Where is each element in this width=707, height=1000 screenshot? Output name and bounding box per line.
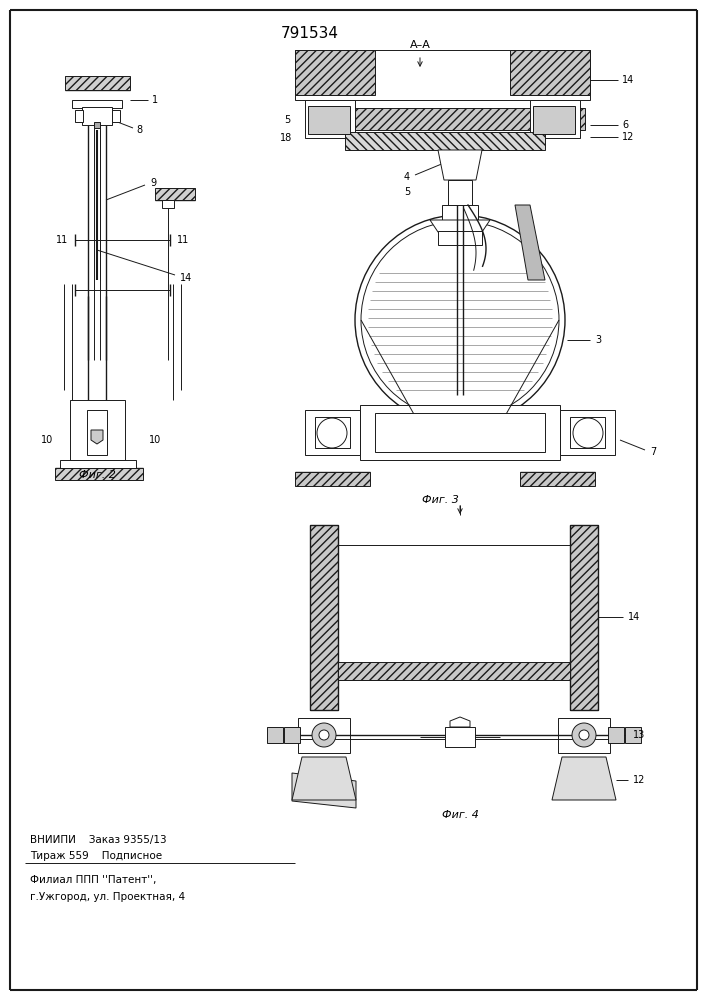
Polygon shape (292, 757, 356, 800)
Bar (315, 417, 350, 448)
Bar (87, 410, 107, 455)
Text: 3: 3 (595, 335, 601, 345)
Bar (295, 50, 590, 100)
Circle shape (355, 215, 565, 425)
Bar (338, 662, 570, 680)
Bar (625, 727, 641, 743)
Bar (305, 410, 360, 455)
Bar (570, 525, 598, 710)
Text: 5: 5 (404, 187, 410, 197)
Text: 8: 8 (136, 125, 142, 135)
Text: 10: 10 (149, 435, 161, 445)
Bar (60, 460, 136, 468)
Bar (75, 110, 83, 122)
Text: 5: 5 (284, 115, 290, 125)
Bar (442, 205, 478, 220)
Text: Фиг. 2: Фиг. 2 (78, 470, 115, 480)
Bar (94, 122, 100, 128)
Bar (445, 727, 475, 747)
Bar (155, 188, 195, 200)
Bar (70, 400, 125, 460)
Bar (533, 106, 575, 134)
Bar (345, 132, 545, 150)
Bar (560, 410, 615, 455)
Circle shape (579, 730, 589, 740)
Bar (65, 76, 130, 90)
Bar (530, 100, 580, 138)
Bar (510, 50, 590, 95)
Circle shape (573, 418, 603, 448)
Polygon shape (91, 430, 103, 444)
Bar (72, 100, 122, 108)
Bar (162, 200, 174, 208)
Bar (570, 525, 598, 710)
Text: 13: 13 (633, 730, 645, 740)
Bar (375, 413, 545, 452)
Bar (298, 718, 350, 753)
Text: Фиг. 3: Фиг. 3 (421, 495, 458, 505)
Bar (570, 417, 605, 448)
Text: 14: 14 (628, 612, 641, 622)
Text: 11: 11 (177, 235, 189, 245)
Text: 9: 9 (150, 178, 156, 188)
Text: 11: 11 (56, 235, 68, 245)
Circle shape (319, 730, 329, 740)
Circle shape (312, 723, 336, 747)
Bar (82, 107, 112, 125)
Text: 12: 12 (633, 775, 645, 785)
Bar (310, 525, 338, 710)
Circle shape (572, 723, 596, 747)
Bar (310, 525, 338, 710)
Bar (305, 100, 355, 138)
Text: Филиал ППП ''Патент'',: Филиал ППП ''Патент'', (30, 875, 156, 885)
Text: 1: 1 (152, 95, 158, 105)
Polygon shape (292, 773, 356, 808)
Text: 791534: 791534 (281, 25, 339, 40)
Bar (360, 405, 560, 460)
Bar (438, 231, 482, 245)
Text: г.Ужгород, ул. Проектная, 4: г.Ужгород, ул. Проектная, 4 (30, 892, 185, 902)
Text: ВНИИПИ    Заказ 9355/13: ВНИИПИ Заказ 9355/13 (30, 835, 167, 845)
Text: 7: 7 (650, 447, 656, 457)
Bar (608, 727, 624, 743)
Bar (338, 545, 570, 680)
Circle shape (361, 221, 559, 419)
Bar (448, 180, 472, 205)
Bar (520, 472, 595, 486)
Text: 12: 12 (622, 132, 634, 142)
Polygon shape (552, 757, 616, 800)
Bar (310, 108, 585, 130)
Text: Фиг. 4: Фиг. 4 (442, 810, 479, 820)
Bar (55, 468, 143, 480)
Polygon shape (515, 205, 545, 280)
Bar (267, 727, 283, 743)
Bar (295, 50, 375, 95)
Polygon shape (438, 150, 482, 180)
Text: Тираж 559    Подписное: Тираж 559 Подписное (30, 851, 162, 861)
Bar (295, 472, 370, 486)
Text: A–A: A–A (409, 40, 431, 50)
Bar (112, 110, 120, 122)
Polygon shape (430, 220, 490, 232)
Text: 10: 10 (41, 435, 53, 445)
Text: 4: 4 (404, 172, 410, 182)
Text: 18: 18 (280, 133, 292, 143)
Polygon shape (450, 717, 470, 727)
Bar (558, 718, 610, 753)
Circle shape (317, 418, 347, 448)
Bar (284, 727, 300, 743)
Text: 6: 6 (622, 120, 628, 130)
Text: 14: 14 (180, 273, 192, 283)
Text: 14: 14 (622, 75, 634, 85)
Bar (308, 106, 350, 134)
